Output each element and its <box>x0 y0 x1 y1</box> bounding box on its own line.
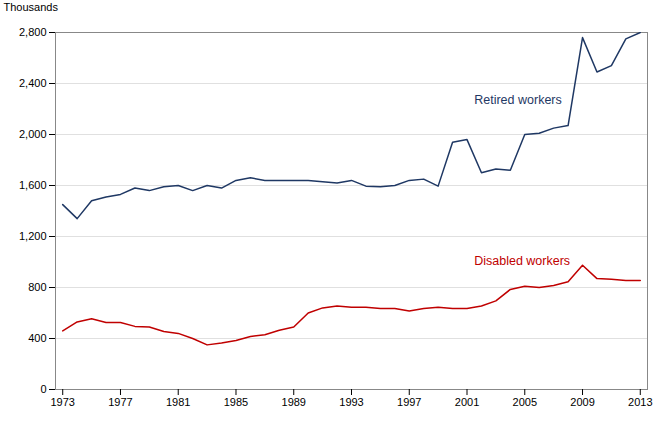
svg-text:Retired workers: Retired workers <box>474 93 562 107</box>
svg-text:0: 0 <box>40 383 46 395</box>
svg-text:Disabled workers: Disabled workers <box>474 254 570 268</box>
svg-text:2,800: 2,800 <box>19 26 47 38</box>
svg-text:1,200: 1,200 <box>19 230 47 242</box>
svg-text:1981: 1981 <box>166 396 190 408</box>
svg-text:1989: 1989 <box>282 396 306 408</box>
svg-text:1,600: 1,600 <box>19 179 47 191</box>
svg-text:Thousands: Thousands <box>4 1 59 13</box>
svg-text:2005: 2005 <box>513 396 537 408</box>
svg-text:1997: 1997 <box>397 396 421 408</box>
svg-text:400: 400 <box>28 332 46 344</box>
svg-text:1977: 1977 <box>108 396 132 408</box>
svg-text:800: 800 <box>28 281 46 293</box>
svg-text:2001: 2001 <box>455 396 479 408</box>
svg-text:2,000: 2,000 <box>19 128 47 140</box>
svg-text:1993: 1993 <box>339 396 363 408</box>
svg-text:2009: 2009 <box>570 396 594 408</box>
svg-text:1985: 1985 <box>224 396 248 408</box>
svg-text:2,400: 2,400 <box>19 77 47 89</box>
svg-text:2013: 2013 <box>628 396 652 408</box>
svg-text:1973: 1973 <box>50 396 74 408</box>
